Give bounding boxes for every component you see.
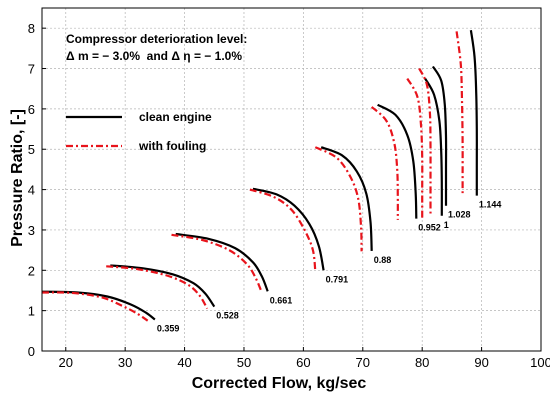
curve-clean-0.952 bbox=[377, 103, 418, 219]
curve-fouling-1.144 bbox=[455, 31, 464, 196]
speed-line-curves bbox=[41, 30, 478, 322]
x-axis-label: Corrected Flow, kg/sec bbox=[192, 375, 367, 392]
speed-label-0.528: 0.528 bbox=[216, 311, 239, 321]
x-tick-label: 80 bbox=[415, 355, 429, 370]
plot-frame bbox=[41, 7, 542, 352]
y-tick-label: 8 bbox=[28, 21, 35, 36]
curve-fouling-0.661 bbox=[171, 233, 263, 293]
curve-clean-0.528 bbox=[110, 264, 216, 308]
annotation-line-2: Δ m = − 3.0% and Δ η = − 1.0% bbox=[66, 49, 242, 63]
y-axis-label: Pressure Ratio, [-] bbox=[9, 109, 26, 247]
y-tick-label: 2 bbox=[28, 263, 35, 278]
annotation-line-1: Compressor deterioration level: bbox=[66, 32, 247, 46]
y-tick-label: 1 bbox=[28, 304, 35, 319]
speed-line-labels: 0.359 0.528 0.661 0.791 0.88 0.952 11.028 1.144 bbox=[157, 200, 502, 334]
x-tick-label: 70 bbox=[356, 355, 370, 370]
speed-label-0.661: 0.661 bbox=[270, 295, 293, 305]
y-tick-label: 7 bbox=[28, 62, 35, 77]
speed-label-0.952: 0.952 bbox=[418, 223, 441, 233]
curve-clean-0.88 bbox=[320, 146, 373, 251]
speed-label-0.88: 0.88 bbox=[374, 255, 392, 265]
speed-label-1.144: 1.144 bbox=[479, 200, 502, 210]
legend: clean engine with fouling bbox=[66, 110, 212, 153]
curve-fouling-0.359 bbox=[41, 291, 149, 322]
curve-clean-0.791 bbox=[252, 187, 325, 271]
curve-clean-0.661 bbox=[175, 232, 269, 292]
x-tick-label: 50 bbox=[237, 355, 251, 370]
speed-label-0.791: 0.791 bbox=[326, 274, 349, 284]
curve-fouling-1.028 bbox=[418, 67, 432, 216]
y-tick-label: 0 bbox=[28, 344, 35, 359]
speed-label-0.359: 0.359 bbox=[157, 324, 180, 334]
curve-fouling-0.528 bbox=[106, 265, 209, 310]
x-tick-label: 30 bbox=[118, 355, 132, 370]
x-tick-label: 90 bbox=[474, 355, 488, 370]
y-tick-label: 6 bbox=[28, 102, 35, 117]
speed-label-1.028: 1.028 bbox=[448, 210, 471, 220]
x-tick-label: 40 bbox=[177, 355, 191, 370]
curve-fouling-0.88 bbox=[314, 146, 363, 252]
y-tick-label: 3 bbox=[28, 223, 35, 238]
legend-label-clean: clean engine bbox=[139, 110, 212, 124]
x-tick-label: 100 bbox=[530, 355, 550, 370]
y-axis-ticks: 0 1 2 3 4 5 6 7 8 bbox=[28, 21, 46, 359]
speed-label-1: 1 bbox=[444, 220, 449, 230]
curve-fouling-0.791 bbox=[249, 188, 317, 272]
x-tick-label: 60 bbox=[296, 355, 310, 370]
x-tick-label: 20 bbox=[59, 355, 73, 370]
curve-clean-1.028 bbox=[431, 65, 448, 206]
legend-label-fouling: with fouling bbox=[138, 139, 206, 153]
curve-fouling-0.952 bbox=[370, 106, 399, 220]
curve-clean-1.144 bbox=[469, 30, 478, 196]
curve-clean-1 bbox=[424, 78, 443, 216]
y-tick-label: 5 bbox=[28, 142, 35, 157]
x-axis-ticks: 20 30 40 50 60 70 80 90 100 bbox=[59, 347, 550, 370]
curve-fouling-1 bbox=[406, 78, 424, 218]
y-tick-label: 4 bbox=[28, 183, 35, 198]
